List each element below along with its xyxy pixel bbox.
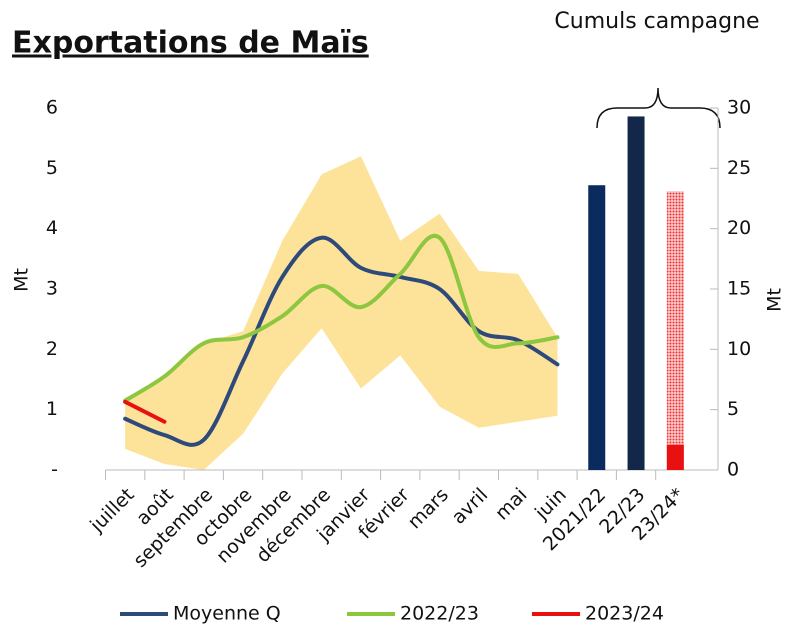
series-line xyxy=(123,233,560,403)
y2-tick-label: 5 xyxy=(727,398,739,420)
x-tick-label: juillet xyxy=(85,484,138,537)
x-tick-label: avril xyxy=(448,484,493,529)
bar xyxy=(627,116,645,471)
bar xyxy=(666,444,684,470)
brace xyxy=(596,87,721,129)
y2-tick-label: 20 xyxy=(727,217,751,239)
y-tick-label: 2 xyxy=(46,338,58,360)
legend-label: 2023/24 xyxy=(585,603,664,625)
y2-tick-label: 30 xyxy=(727,97,751,119)
y-tick-label: 3 xyxy=(46,278,58,300)
y-axis-label: Mt xyxy=(11,268,33,292)
bar xyxy=(666,191,684,470)
y-tick-label: 1 xyxy=(46,398,58,420)
range-band xyxy=(125,156,558,470)
y2-tick-label: 0 xyxy=(727,459,739,481)
legend-label: 2022/23 xyxy=(400,603,479,625)
y2-axis-label: Mt xyxy=(764,288,786,312)
chart-title: Exportations de Maïs xyxy=(12,26,369,61)
bar xyxy=(588,185,606,470)
legend-label: Moyenne Q xyxy=(173,603,281,625)
y2-tick-label: 25 xyxy=(727,157,751,179)
y-tick-label: 6 xyxy=(46,97,58,119)
y2-tick-label: 10 xyxy=(727,338,751,360)
y-tick-label: 5 xyxy=(46,157,58,179)
y-tick-label: - xyxy=(51,459,58,481)
annotation: Cumuls campagne xyxy=(554,9,759,34)
x-tick-label: mars xyxy=(404,484,453,533)
y-tick-label: 4 xyxy=(46,217,58,239)
y2-tick-label: 15 xyxy=(727,278,751,300)
series-line xyxy=(123,235,560,447)
x-tick-label: mai xyxy=(491,484,532,525)
series-line xyxy=(123,399,167,424)
